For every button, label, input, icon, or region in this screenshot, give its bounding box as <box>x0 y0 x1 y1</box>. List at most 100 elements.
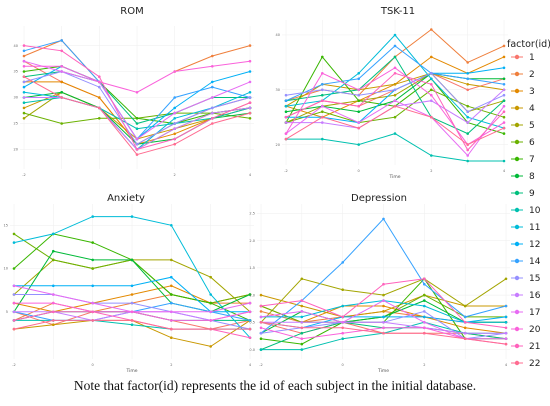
data-point <box>502 44 506 48</box>
data-point <box>211 85 214 89</box>
series-22 <box>259 321 508 346</box>
legend-entry: 6 <box>511 138 535 148</box>
data-point <box>170 275 173 279</box>
data-point <box>52 301 55 305</box>
data-point <box>130 215 134 218</box>
data-point <box>91 301 94 305</box>
data-point <box>502 115 506 119</box>
data-point <box>382 304 385 308</box>
data-point <box>463 337 467 341</box>
legend-label: 20 <box>529 325 541 335</box>
data-point <box>130 293 134 296</box>
data-point <box>173 106 176 110</box>
data-point <box>135 153 139 156</box>
data-point <box>52 258 55 262</box>
legend-label: 3 <box>529 87 535 97</box>
data-point <box>259 315 263 319</box>
legend-entry: 5 <box>511 121 535 131</box>
legend-label: 7 <box>529 155 535 165</box>
data-point <box>466 104 470 108</box>
data-point <box>321 83 324 86</box>
data-point <box>248 336 252 340</box>
data-point <box>248 310 252 314</box>
data-point <box>91 241 94 244</box>
data-point <box>341 261 345 264</box>
data-point <box>382 326 385 330</box>
data-point <box>98 117 101 120</box>
data-point <box>382 331 385 335</box>
data-point <box>248 44 252 47</box>
legend-label: 12 <box>529 240 540 250</box>
data-point <box>321 115 324 119</box>
data-point <box>170 284 173 288</box>
data-point <box>173 142 176 146</box>
data-point <box>466 148 470 152</box>
data-point <box>466 110 470 113</box>
data-point <box>423 315 426 319</box>
data-point <box>22 106 26 110</box>
data-point <box>466 83 470 86</box>
legend-entry: 8 <box>511 172 535 182</box>
data-point <box>300 299 304 302</box>
y-tick-label: 40 <box>14 44 18 48</box>
legend-key-point <box>514 309 520 315</box>
y-tick-label: 1.0 <box>249 293 255 297</box>
x-tick-label: -2 <box>284 169 288 173</box>
data-point <box>430 93 433 97</box>
data-point <box>248 319 252 322</box>
data-point <box>170 293 173 296</box>
data-point <box>248 80 252 84</box>
series-17 <box>22 59 252 141</box>
data-point <box>300 331 304 335</box>
panel-rom: ROM 20 25 30 35 40 -2 2 4 <box>14 6 254 177</box>
data-point <box>393 55 397 59</box>
data-point <box>12 327 16 331</box>
legend-entry: 7 <box>511 155 535 165</box>
data-point <box>60 39 63 42</box>
data-point <box>321 55 324 59</box>
data-point <box>502 110 506 113</box>
data-point <box>52 249 55 253</box>
legend-key-point <box>514 275 520 281</box>
data-point <box>504 342 508 346</box>
data-point <box>211 106 214 110</box>
x-tick-label: 4 <box>505 363 508 367</box>
legend-key-point <box>514 224 520 230</box>
data-point <box>423 326 426 330</box>
series-22 <box>284 104 506 146</box>
data-point <box>22 75 26 78</box>
data-point <box>357 72 361 75</box>
data-point <box>382 282 385 286</box>
legend-key-point <box>514 139 520 145</box>
data-point <box>130 301 134 305</box>
data-point <box>393 66 397 70</box>
legend-key-point <box>514 105 520 111</box>
data-point <box>170 336 173 340</box>
data-point <box>382 217 385 221</box>
data-point <box>259 326 263 330</box>
data-point <box>300 342 304 346</box>
legend-label: 2 <box>529 70 535 80</box>
data-point <box>341 337 345 341</box>
data-point <box>209 275 212 279</box>
data-point <box>357 99 361 102</box>
data-point <box>341 304 345 308</box>
data-point <box>393 132 397 135</box>
x-tick-label: 4 <box>249 363 252 367</box>
data-point <box>135 117 139 120</box>
data-point <box>321 93 324 97</box>
legend-label: 4 <box>529 104 535 114</box>
data-point <box>259 337 263 341</box>
panel-title: TSK-11 <box>380 6 415 17</box>
data-point <box>321 104 324 108</box>
data-point <box>91 284 94 288</box>
data-point <box>284 137 288 141</box>
legend-entry: 14 <box>511 257 541 267</box>
data-point <box>357 93 361 97</box>
y-tick-label: 2.0 <box>249 239 255 243</box>
data-point <box>502 132 506 135</box>
x-tick-label: 2 <box>170 363 172 367</box>
data-point <box>321 110 324 113</box>
data-point <box>248 301 252 305</box>
